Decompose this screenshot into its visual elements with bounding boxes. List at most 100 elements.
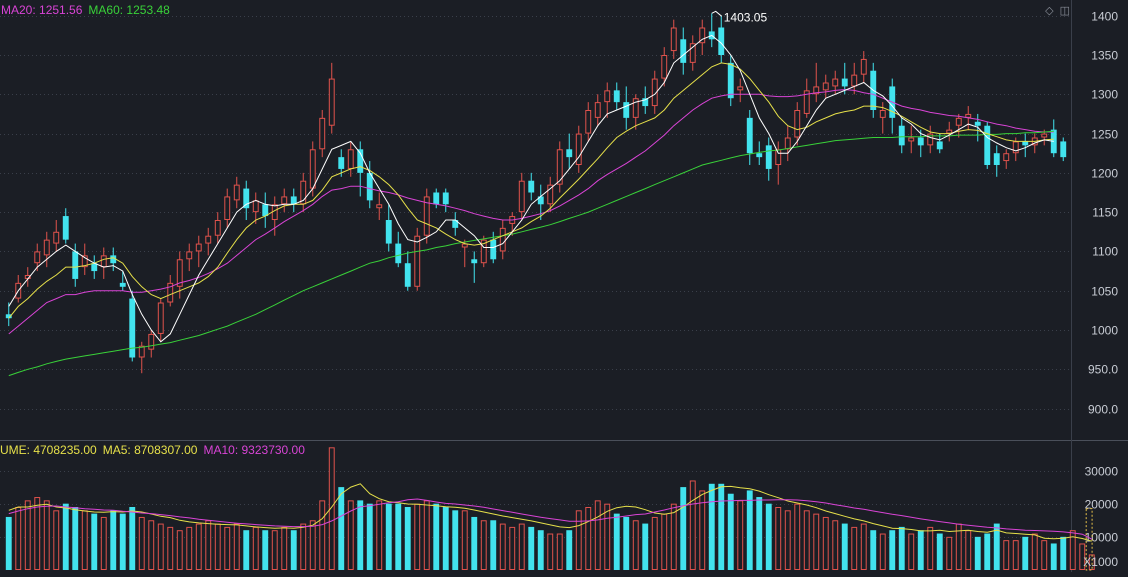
candle[interactable] [594, 94, 601, 126]
volume-bar[interactable] [309, 520, 316, 571]
volume-bar[interactable] [195, 523, 202, 570]
candle[interactable] [376, 192, 383, 221]
candle[interactable] [699, 19, 706, 55]
volume-bar[interactable] [993, 523, 1000, 570]
volume-bar[interactable] [670, 503, 677, 570]
panel-toggle-icon[interactable]: ◫ [1059, 5, 1070, 17]
candle[interactable] [689, 35, 696, 71]
candle[interactable] [233, 176, 240, 209]
volume-bar[interactable] [699, 490, 706, 570]
volume-bar[interactable] [1041, 540, 1048, 571]
candle[interactable] [585, 102, 592, 142]
volume-bar[interactable] [632, 520, 639, 571]
volume-bar[interactable] [737, 500, 744, 570]
volume-bar[interactable] [157, 523, 164, 570]
candle[interactable] [518, 172, 525, 220]
volume-bar[interactable] [480, 520, 487, 571]
volume-bar[interactable] [822, 516, 829, 571]
volume-bar[interactable] [452, 510, 459, 570]
candle[interactable] [148, 330, 155, 358]
candle[interactable] [186, 243, 193, 272]
candle[interactable] [680, 27, 687, 75]
candle[interactable] [290, 188, 297, 213]
candle[interactable] [214, 212, 221, 244]
candle[interactable] [167, 275, 174, 307]
candle[interactable] [955, 113, 962, 138]
candle[interactable] [927, 125, 934, 154]
volume-bar[interactable] [727, 493, 734, 570]
volume-bar[interactable] [442, 507, 449, 570]
volume-bar[interactable] [556, 533, 563, 570]
volume-bar[interactable] [917, 530, 924, 570]
candle[interactable] [452, 212, 459, 236]
candle[interactable] [442, 188, 449, 213]
volume-bar[interactable] [974, 536, 981, 570]
volume-bar[interactable] [775, 507, 782, 570]
volume-bar[interactable] [214, 523, 221, 570]
volume-bar[interactable] [898, 526, 905, 570]
candle[interactable] [338, 149, 345, 177]
candle[interactable] [157, 298, 164, 342]
volume-bar[interactable] [366, 503, 373, 570]
volume-bar[interactable] [1050, 543, 1057, 570]
volume-bar[interactable] [119, 513, 126, 570]
candle[interactable] [841, 62, 848, 95]
volume-bar[interactable] [414, 503, 421, 570]
candle[interactable] [917, 129, 924, 158]
candle[interactable] [813, 62, 820, 103]
volume-bar[interactable] [53, 510, 60, 571]
candle[interactable] [414, 227, 421, 291]
candle[interactable] [91, 255, 98, 279]
candle[interactable] [395, 231, 402, 268]
volume-bar[interactable] [91, 513, 98, 570]
candle[interactable] [822, 74, 829, 99]
volume-bar[interactable] [252, 526, 259, 570]
candle[interactable] [993, 145, 1000, 177]
candle[interactable] [423, 188, 430, 244]
volume-bar[interactable] [357, 500, 364, 570]
volume-bar[interactable] [376, 500, 383, 570]
candle[interactable] [566, 133, 573, 169]
volume-bar[interactable] [338, 487, 345, 570]
volume-bar[interactable] [841, 523, 848, 570]
volume-bar[interactable] [528, 526, 535, 570]
volume-bar[interactable] [889, 530, 896, 570]
volume-bar[interactable] [708, 483, 715, 570]
candle[interactable] [860, 51, 867, 83]
volume-bar[interactable] [756, 497, 763, 570]
candle[interactable] [661, 47, 668, 87]
volume-bar[interactable] [784, 510, 791, 571]
candle[interactable] [224, 188, 231, 228]
volume-bar[interactable] [395, 503, 402, 570]
candle[interactable] [1060, 137, 1067, 162]
volume-bar[interactable] [300, 523, 307, 570]
candle[interactable] [404, 251, 411, 291]
volume-bar[interactable] [433, 503, 440, 570]
volume-bar[interactable] [243, 530, 250, 570]
candle[interactable] [984, 121, 991, 169]
candle[interactable] [946, 121, 953, 142]
candle[interactable] [803, 78, 810, 118]
candle[interactable] [195, 235, 202, 268]
volume-bar[interactable] [129, 507, 136, 570]
volume-bar[interactable] [43, 500, 50, 570]
candle[interactable] [613, 82, 620, 111]
volume-bar[interactable] [224, 526, 231, 570]
candle[interactable] [547, 176, 554, 213]
candle[interactable] [357, 141, 364, 197]
volume-bar[interactable] [404, 507, 411, 570]
volume-bar[interactable] [5, 516, 12, 570]
volume-bar[interactable] [946, 536, 953, 570]
candle[interactable] [765, 137, 772, 181]
candle[interactable] [119, 271, 126, 291]
candle[interactable] [53, 220, 60, 252]
candle[interactable] [129, 290, 136, 362]
volume-bar[interactable] [718, 483, 725, 570]
volume-bar[interactable] [936, 533, 943, 570]
volume-bar[interactable] [186, 526, 193, 570]
volume-bar[interactable] [927, 526, 934, 570]
volume-bar[interactable] [746, 490, 753, 570]
volume-bar[interactable] [537, 530, 544, 570]
